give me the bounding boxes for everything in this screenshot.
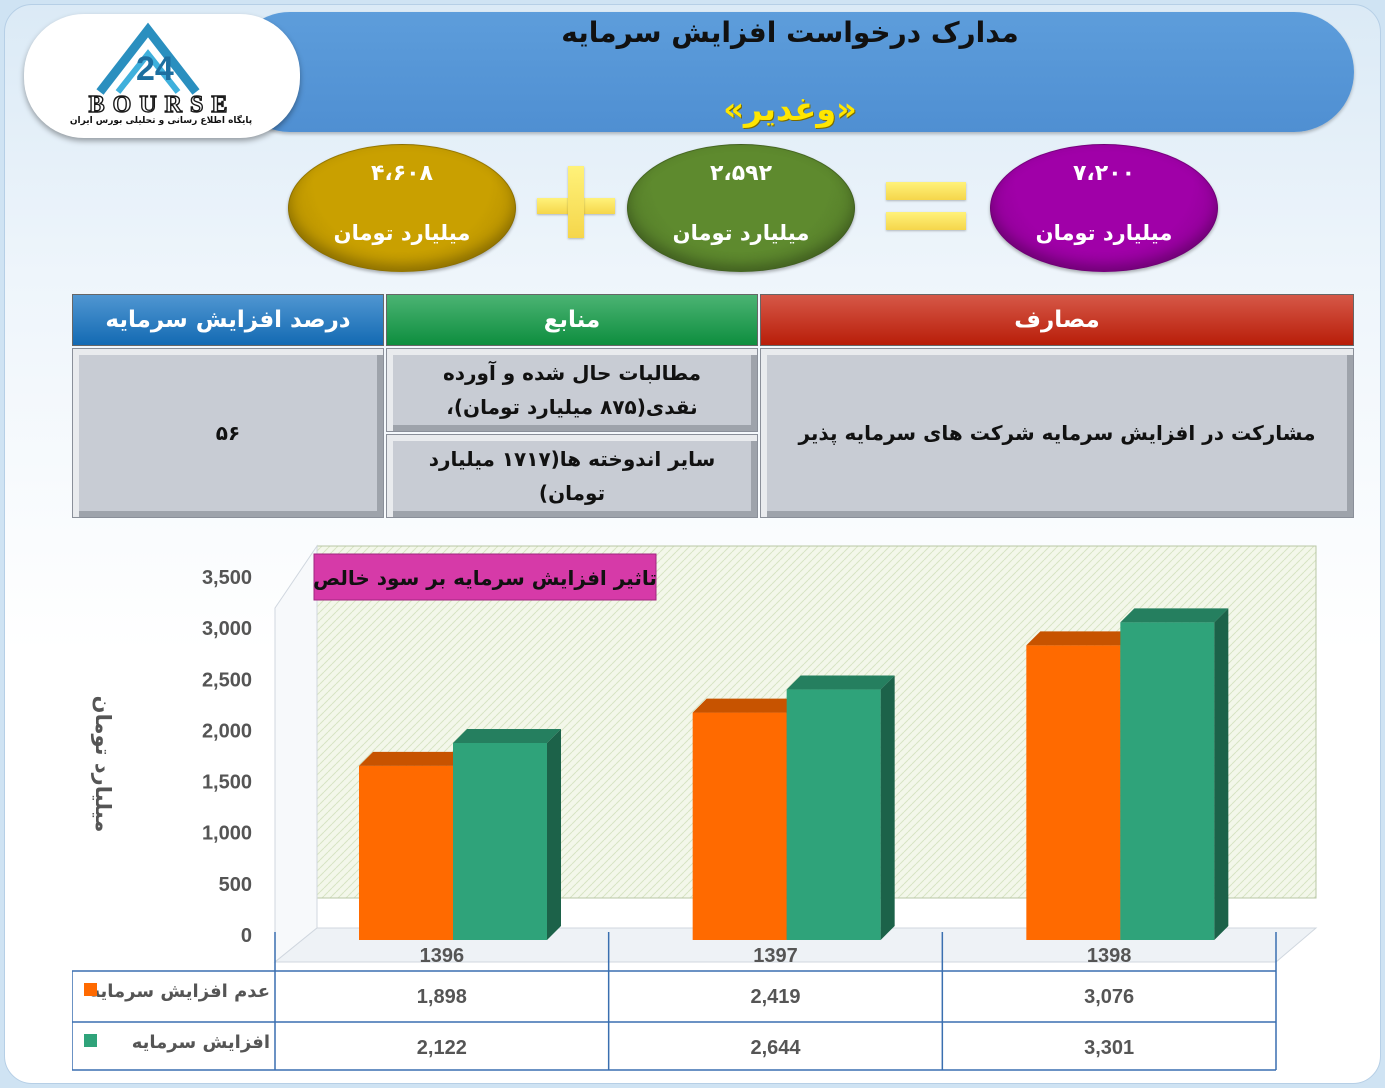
bar-top bbox=[453, 728, 561, 743]
y-tick-label: 3,500 bbox=[202, 567, 252, 589]
data-label: 2,122 bbox=[417, 1037, 467, 1059]
y-axis-label: میلیارد تومان bbox=[91, 696, 115, 833]
bar bbox=[359, 765, 453, 940]
equals-icon-lower bbox=[886, 212, 966, 230]
y-tick-label: 0 bbox=[241, 925, 252, 947]
increase-unit: میلیارد تومان bbox=[672, 221, 810, 245]
capital-impact-chart: 0 500 1,000 1,500 2,000 2,500 3,000 3,500 میلیار… bbox=[71, 544, 1318, 1071]
logo-tagline: پایگاه اطلاع رسانی و تحلیلی بورس ایران bbox=[69, 116, 253, 126]
old-capital-oval: ۷،۲۰۰ میلیارد تومان bbox=[990, 144, 1218, 272]
series-name: عدم افزایش سرمایه bbox=[90, 981, 270, 1002]
category-label: 1398 bbox=[1087, 945, 1132, 967]
company-name: «وغدیر» bbox=[723, 90, 857, 128]
y-tick-label: 2,000 bbox=[202, 720, 252, 742]
bar-side bbox=[1214, 608, 1229, 940]
data-label: 2,419 bbox=[750, 986, 800, 1008]
old-capital-value: ۷،۲۰۰ bbox=[1072, 161, 1136, 186]
bar-side bbox=[547, 728, 561, 940]
source-cell-1: مطالبات حال شده و آورده نقدی(۸۷۵ میلیارد… bbox=[386, 348, 758, 432]
expenses-header: مصارف bbox=[760, 294, 1354, 346]
chart-side-wall bbox=[274, 544, 318, 964]
bar-top bbox=[359, 751, 467, 766]
new-capital-oval: ۴،۶۰۸ میلیارد تومان bbox=[288, 144, 516, 272]
bar-top bbox=[1026, 631, 1135, 646]
source-cell-2: سایر اندوخته ها(۱۷۱۷ میلیارد تومان) bbox=[386, 434, 758, 518]
bar-top bbox=[1120, 608, 1229, 623]
y-tick-label: 500 bbox=[219, 874, 252, 896]
header-banner bbox=[230, 12, 1354, 132]
series-name: افزایش سرمایه bbox=[132, 1032, 270, 1053]
y-tick-label: 3,000 bbox=[202, 618, 252, 640]
y-tick-label: 1,000 bbox=[202, 823, 252, 845]
chart-area: 0 500 1,000 1,500 2,000 2,500 3,000 3,500 میلیار… bbox=[71, 528, 1352, 1074]
chart-title-box bbox=[313, 553, 657, 601]
new-capital-unit: میلیارد تومان bbox=[333, 221, 471, 245]
increase-value: ۲،۵۹۲ bbox=[709, 161, 773, 186]
bar-side bbox=[880, 675, 895, 940]
logo-word: BOURSE bbox=[88, 91, 236, 118]
equals-icon bbox=[886, 182, 966, 200]
legend-key-no-increase bbox=[84, 983, 97, 996]
bar bbox=[453, 742, 547, 940]
bar-top bbox=[786, 675, 895, 690]
svg-text:24: 24 bbox=[136, 50, 174, 88]
data-label: 3,076 bbox=[1084, 986, 1134, 1008]
sources-header: منابع bbox=[386, 294, 758, 346]
data-label: 2,644 bbox=[750, 1037, 801, 1059]
chart-title: تاثیر افزایش سرمایه بر سود خالص bbox=[313, 566, 657, 590]
bar bbox=[1120, 622, 1215, 940]
y-tick-label: 2,500 bbox=[202, 669, 252, 691]
new-capital-value: ۴،۶۰۸ bbox=[370, 161, 434, 186]
expenses-cell: مشارکت در افزایش سرمایه شرکت های سرمایه … bbox=[760, 348, 1354, 518]
y-tick-label: 1,500 bbox=[202, 772, 252, 794]
bar bbox=[786, 689, 881, 940]
bar bbox=[1026, 645, 1121, 940]
bar bbox=[692, 712, 787, 940]
data-label: 1,898 bbox=[417, 986, 467, 1008]
percent-header: درصد افزایش سرمایه bbox=[72, 294, 384, 346]
plus-icon-vertical bbox=[568, 166, 584, 238]
old-capital-unit: میلیارد تومان bbox=[1035, 221, 1173, 245]
category-label: 1396 bbox=[420, 945, 465, 967]
legend-key-increase bbox=[84, 1034, 97, 1047]
data-label: 3,301 bbox=[1084, 1037, 1134, 1059]
increase-oval: ۲،۵۹۲ میلیارد تومان bbox=[627, 144, 855, 272]
bar-top bbox=[692, 698, 801, 713]
logo-mountain-icon: 24 bbox=[96, 22, 200, 95]
page-title: مدارک درخواست افزایش سرمایه bbox=[561, 16, 1019, 49]
category-label: 1397 bbox=[753, 945, 798, 967]
percent-cell: ۵۶ bbox=[72, 348, 384, 518]
